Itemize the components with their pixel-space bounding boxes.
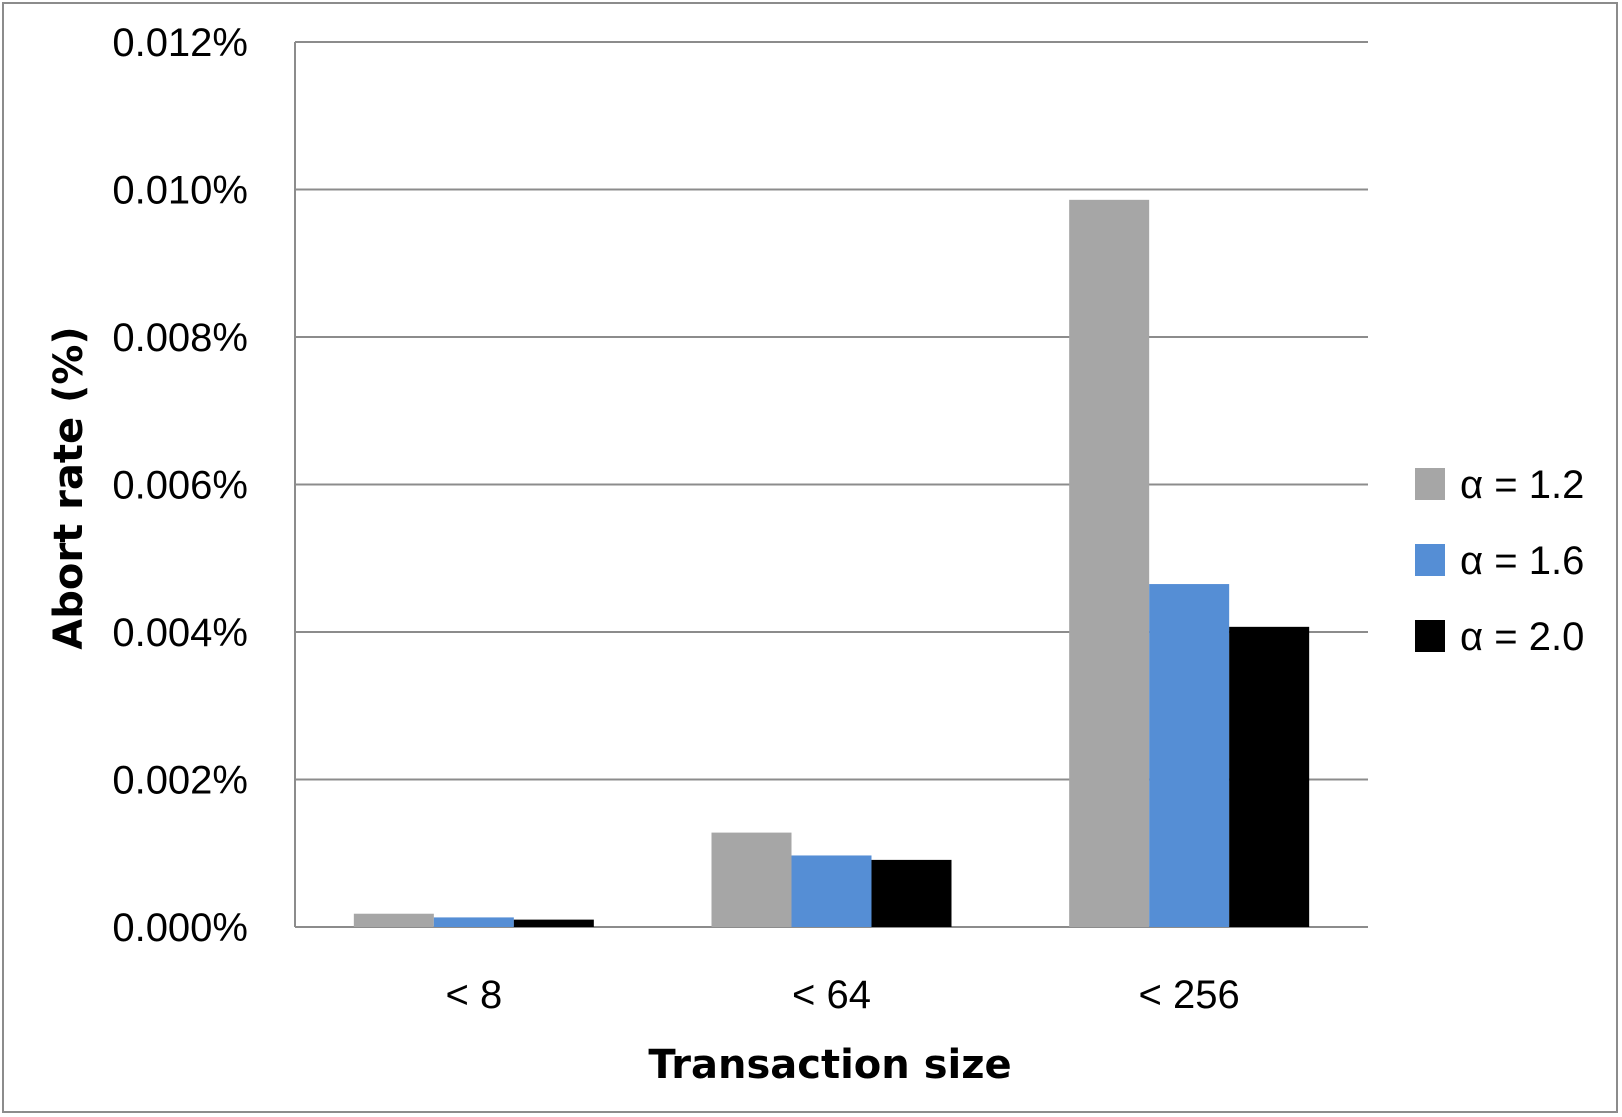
legend-swatch-1 [1415,544,1445,576]
legend-swatch-0 [1415,468,1445,500]
y-axis-title: Abort rate (%) [46,326,92,649]
legend-label-0: α = 1.2 [1460,463,1584,507]
x-tick-label-1: < 64 [792,973,871,1017]
bar-0-0 [353,913,434,927]
y-tick-label-4: 0.008% [112,316,248,360]
x-tick-label-2: < 256 [1139,973,1240,1017]
y-tick-label-5: 0.010% [112,169,248,213]
bar-2-2 [1229,626,1310,927]
legend: α = 1.2 α = 1.6 α = 2.0 [1415,463,1584,659]
bar-2-1 [1149,584,1230,927]
bar-1-1 [791,855,872,927]
bar-1-2 [871,859,952,927]
y-tick-label-0: 0.000% [112,906,248,950]
bar-2-0 [1069,199,1150,927]
y-tick-label-1: 0.002% [112,759,248,803]
y-tick-labels: 0.000% 0.002% 0.004% 0.006% 0.008% 0.010% 0.01… [112,21,248,950]
x-tick-labels: < 8 < 64 < 256 [445,973,1239,1017]
x-tick-label-0: < 8 [445,973,502,1017]
legend-swatch-2 [1415,620,1445,652]
bar-0-1 [433,917,514,927]
x-axis-title: Transaction size [648,1042,1011,1088]
bar-1-0 [711,832,792,927]
y-tick-label-3: 0.006% [112,464,248,508]
legend-label-2: α = 2.0 [1460,615,1584,659]
legend-label-1: α = 1.6 [1460,539,1584,583]
bar-0-2 [513,919,594,927]
bars [353,199,1310,927]
y-tick-label-2: 0.004% [112,611,248,655]
y-tick-label-6: 0.012% [112,21,248,65]
